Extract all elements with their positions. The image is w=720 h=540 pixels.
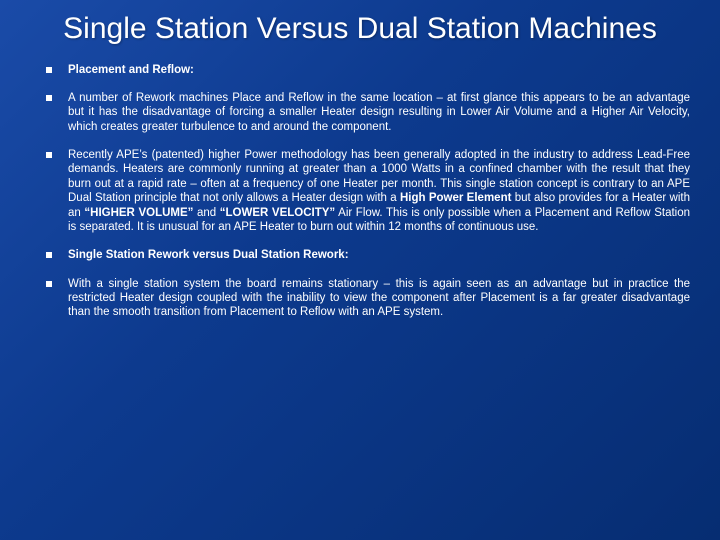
bullet-item: A number of Rework machines Place and Re… [40,91,690,134]
bullet-item: With a single station system the board r… [40,277,690,320]
bullet-list: Placement and Reflow: A number of Rework … [30,63,690,320]
slide-container: Single Station Versus Dual Station Machi… [0,0,720,354]
bullet-item: Placement and Reflow: [40,63,690,77]
bullet-item: Recently APE’s (patented) higher Power m… [40,148,690,234]
slide-title: Single Station Versus Dual Station Machi… [30,12,690,47]
bullet-item: Single Station Rework versus Dual Statio… [40,248,690,262]
